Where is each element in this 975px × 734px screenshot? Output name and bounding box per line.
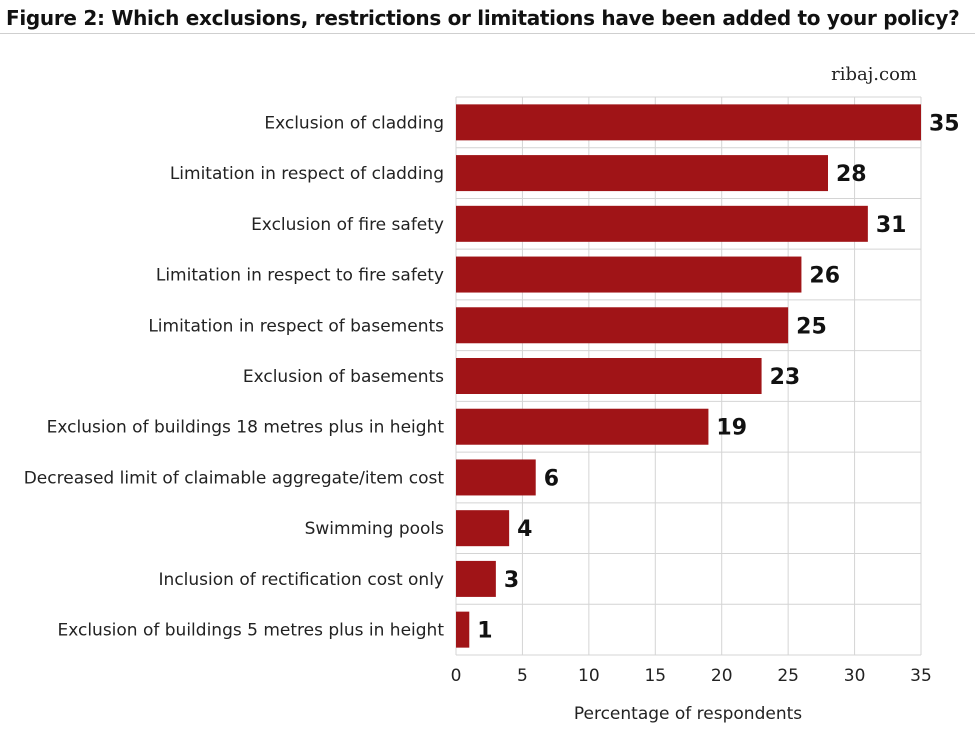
- bar: [456, 560, 496, 597]
- category-label: Exclusion of basements: [243, 367, 444, 387]
- x-tick-label: 35: [910, 666, 932, 686]
- category-label: Exclusion of buildings 18 metres plus in…: [47, 418, 445, 438]
- x-tick-label: 30: [844, 666, 866, 686]
- category-label: Limitation in respect of basements: [148, 316, 444, 336]
- data-label: 3: [504, 568, 519, 593]
- data-label: 31: [876, 213, 907, 238]
- category-label: Limitation in respect to fire safety: [156, 266, 444, 286]
- x-tick-label: 5: [517, 666, 528, 686]
- category-label: Limitation in respect of cladding: [170, 164, 444, 184]
- bar: [456, 104, 921, 141]
- bar: [456, 205, 868, 242]
- data-label: 23: [770, 365, 801, 390]
- chart-title: Figure 2: Which exclusions, restrictions…: [6, 6, 960, 30]
- category-label: Decreased limit of claimable aggregate/i…: [24, 468, 445, 488]
- title-divider: [0, 33, 975, 34]
- bar: [456, 155, 828, 192]
- category-label: Exclusion of cladding: [264, 113, 444, 133]
- data-label: 19: [716, 416, 747, 441]
- category-label: Exclusion of fire safety: [251, 215, 444, 235]
- x-tick-label: 10: [578, 666, 600, 686]
- data-label: 28: [836, 162, 867, 187]
- bar: [456, 256, 802, 293]
- x-tick-label: 25: [777, 666, 799, 686]
- x-tick-label: 20: [711, 666, 733, 686]
- bar: [456, 510, 510, 547]
- x-tick-label: 0: [451, 666, 462, 686]
- x-axis-title: Percentage of respondents: [574, 704, 802, 724]
- x-tick-label: 15: [644, 666, 666, 686]
- bar: [456, 307, 789, 344]
- category-label: Inclusion of rectification cost only: [159, 570, 444, 590]
- data-label: 25: [796, 314, 827, 339]
- bar: [456, 611, 470, 648]
- bar: [456, 358, 762, 394]
- category-label: Exclusion of buildings 5 metres plus in …: [57, 621, 444, 641]
- source-label: ribaj.com: [831, 64, 917, 85]
- data-label: 1: [477, 619, 492, 644]
- category-label: Swimming pools: [305, 519, 445, 539]
- data-label: 35: [929, 111, 960, 136]
- data-label: 4: [517, 517, 532, 542]
- data-label: 26: [809, 264, 840, 289]
- data-label: 6: [544, 466, 559, 491]
- bar: [456, 408, 709, 445]
- bar: [456, 459, 536, 496]
